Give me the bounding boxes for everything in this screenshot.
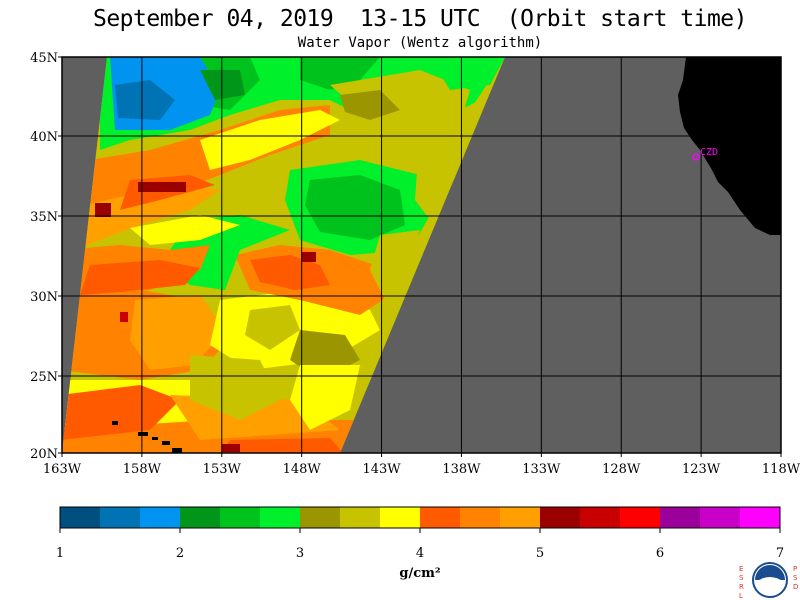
noaa-logo: E S R L NOAA P S D <box>739 562 798 600</box>
colorbar-swatch <box>660 507 701 528</box>
colorbar-swatch <box>420 507 461 528</box>
colorbar-tick-label: 7 <box>776 546 784 561</box>
map-title: September 04, 2019 13-15 UTC (Orbit star… <box>92 6 748 32</box>
logo-letter-e: E <box>739 565 743 573</box>
colorbar-tick-label: 1 <box>56 546 64 561</box>
colorbar: 1 2 3 4 5 6 7 <box>56 506 784 561</box>
lon-tick-label: 138W <box>442 462 481 477</box>
colorbar-tick-label: 5 <box>536 546 544 561</box>
lon-tick-label: 123W <box>682 462 721 477</box>
lon-tick-label: 158W <box>123 462 162 477</box>
lat-tick-label: 25N <box>30 370 58 385</box>
colorbar-tick-label: 3 <box>296 546 304 561</box>
lat-tick-label: 20N <box>30 447 58 462</box>
colorbar-unit-label: g/cm² <box>399 566 440 581</box>
logo-letter-s2: S <box>793 574 798 582</box>
lon-tick-label: 118W <box>762 462 800 477</box>
lon-tick-label: 143W <box>362 462 401 477</box>
lat-tick-label: 30N <box>30 290 58 305</box>
colorbar-swatch <box>60 507 101 528</box>
colorbar-swatch <box>140 507 181 528</box>
logo-letter-r: R <box>739 583 744 591</box>
colorbar-swatch <box>700 507 741 528</box>
colorbar-tick-label: 2 <box>176 546 184 561</box>
colorbar-swatch <box>500 507 541 528</box>
logo-noaa-text: NOAA <box>762 578 778 584</box>
logo-letter-d: D <box>793 583 798 591</box>
lon-tick-label: 128W <box>602 462 641 477</box>
lat-tick-label: 45N <box>30 51 58 66</box>
colorbar-swatch <box>340 507 381 528</box>
station-marker: CZD <box>692 147 718 161</box>
colorbar-swatch <box>580 507 621 528</box>
station-label: CZD <box>700 147 718 158</box>
logo-letter-s: S <box>739 574 744 582</box>
land-mass <box>678 57 781 235</box>
colorbar-swatch <box>100 507 141 528</box>
map-subtitle: Water Vapor (Wentz algorithm) <box>297 35 543 51</box>
colorbar-tick-label: 6 <box>656 546 664 561</box>
lon-tick-label: 153W <box>203 462 242 477</box>
lon-tick-label: 148W <box>283 462 322 477</box>
lat-tick-label: 40N <box>30 130 58 145</box>
colorbar-swatch <box>180 507 221 528</box>
colorbar-swatch <box>300 507 341 528</box>
colorbar-swatch <box>540 507 581 528</box>
colorbar-swatch <box>740 507 781 528</box>
lon-tick-label: 163W <box>43 462 82 477</box>
colorbar-swatch <box>260 507 301 528</box>
lat-tick-label: 35N <box>30 210 58 225</box>
map-frame <box>61 56 782 454</box>
colorbar-swatch <box>460 507 501 528</box>
colorbar-swatch <box>620 507 661 528</box>
colorbar-swatch <box>220 507 261 528</box>
logo-letter-p: P <box>793 565 797 573</box>
lon-tick-label: 133W <box>522 462 561 477</box>
colorbar-swatch <box>380 507 421 528</box>
latitude-labels: 45N 40N 35N 30N 25N 20N <box>30 51 62 462</box>
logo-letter-l: L <box>739 592 743 600</box>
colorbar-tick-label: 4 <box>416 546 424 561</box>
longitude-labels: 163W 158W 153W 148W 143W 138W 133W 128W 123W 118W <box>43 453 800 477</box>
map-grid <box>62 57 781 453</box>
